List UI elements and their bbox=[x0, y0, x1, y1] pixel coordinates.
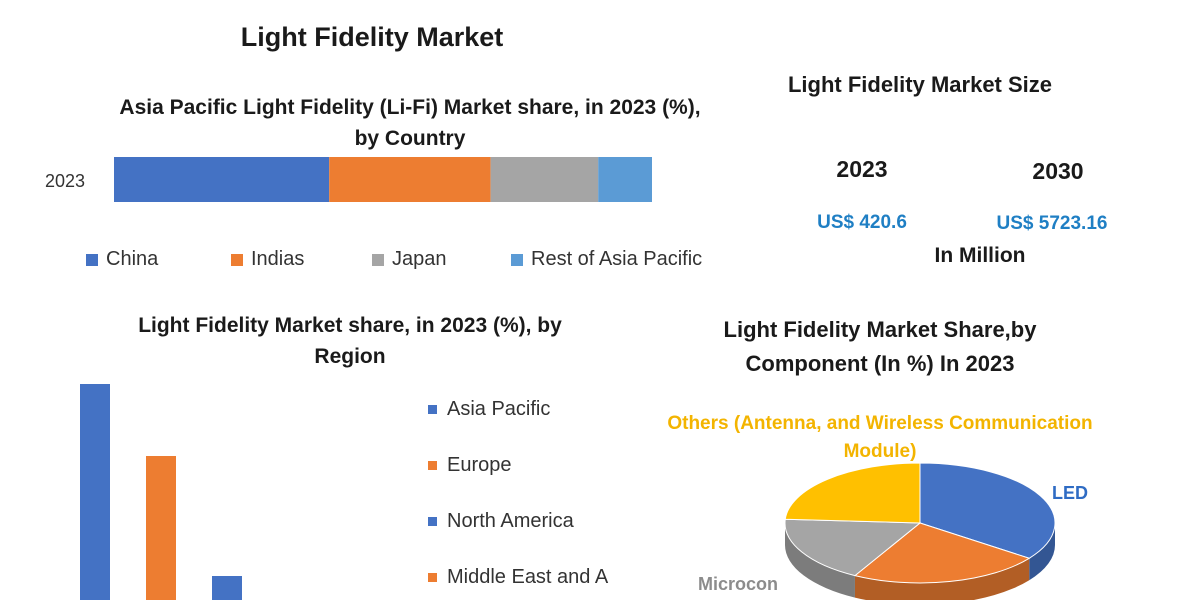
country-stacked-bar-chart: 2023 bbox=[45, 157, 652, 202]
region-bar-chart bbox=[80, 384, 242, 600]
country-chart-title: Asia Pacific Light Fidelity (Li-Fi) Mark… bbox=[119, 96, 701, 150]
component-pie-chart bbox=[784, 462, 1056, 600]
pie-side-led bbox=[1029, 523, 1055, 581]
legend-label: Rest of Asia Pacific bbox=[531, 248, 703, 270]
region-legend-north-america: North America bbox=[428, 510, 574, 533]
legend-swatch bbox=[428, 517, 437, 526]
pie-slice-microcon bbox=[784, 518, 922, 577]
legend-swatch bbox=[428, 573, 437, 582]
value-2030: US$ 5723.16 bbox=[996, 213, 1108, 234]
pie-slice-slice-1 bbox=[853, 522, 1031, 584]
legend-swatch bbox=[511, 253, 523, 266]
legend-item-china: China bbox=[86, 248, 158, 271]
region-legend-europe: Europe bbox=[428, 454, 512, 477]
legend-label: North America bbox=[447, 510, 574, 532]
region-bar-asia-pacific bbox=[80, 384, 110, 600]
category-label-2023: 2023 bbox=[45, 171, 85, 191]
pie-slice-others bbox=[784, 462, 921, 524]
region-legend-middle-east: Middle East and A bbox=[428, 566, 608, 589]
pie-slice-led bbox=[919, 462, 1056, 559]
region-bar-north-america bbox=[212, 576, 242, 600]
page-title: Light Fidelity Market bbox=[240, 22, 504, 52]
value-2023: US$ 420.6 bbox=[817, 212, 907, 233]
legend-swatch bbox=[86, 253, 98, 266]
legend-label: Europe bbox=[447, 454, 512, 476]
region-bar-europe bbox=[146, 456, 176, 600]
legend-label: Japan bbox=[392, 248, 447, 270]
pie-label-led: LED bbox=[1052, 483, 1088, 503]
legend-label: Indias bbox=[251, 248, 305, 270]
legend-label: Asia Pacific bbox=[447, 398, 551, 420]
pie-side-slice bbox=[854, 558, 1030, 600]
bar-segment-rest-of-asia-pacific bbox=[598, 157, 652, 202]
unit-label: In Million bbox=[934, 244, 1026, 267]
legend-label: China bbox=[106, 248, 159, 270]
pie-label-microcon: Microcon bbox=[698, 574, 779, 594]
legend-label: Middle East and A bbox=[447, 566, 609, 588]
legend-swatch bbox=[372, 253, 384, 266]
bar-segment-indias bbox=[329, 157, 491, 202]
region-legend-asia-pacific: Asia Pacific bbox=[428, 398, 550, 421]
region-legend: Asia Pacific Europe North America Middle… bbox=[428, 398, 628, 600]
bar-segment-china bbox=[114, 157, 330, 202]
country-legend: China Indias Japan Rest of Asia Pacific bbox=[86, 248, 746, 276]
legend-swatch bbox=[428, 405, 437, 414]
pie-label-others: Others (Antenna, and Wireless Communicat… bbox=[667, 413, 1093, 462]
region-chart-title: Light Fidelity Market share, in 2023 (%)… bbox=[138, 314, 562, 368]
bar-segment-japan bbox=[490, 157, 599, 202]
legend-item-rest-of-asia-pacific: Rest of Asia Pacific bbox=[511, 248, 702, 271]
pie-side-microcon bbox=[785, 523, 855, 598]
component-chart-title: Light Fidelity Market Share,by Component… bbox=[723, 317, 1037, 376]
legend-item-japan: Japan bbox=[372, 248, 447, 271]
legend-item-indias: Indias bbox=[231, 248, 304, 271]
market-size-title: Light Fidelity Market Size bbox=[787, 72, 1053, 97]
year-2030-label: 2030 bbox=[1032, 158, 1084, 184]
legend-swatch bbox=[428, 461, 437, 470]
legend-swatch bbox=[231, 253, 243, 266]
year-2023-label: 2023 bbox=[836, 156, 888, 182]
